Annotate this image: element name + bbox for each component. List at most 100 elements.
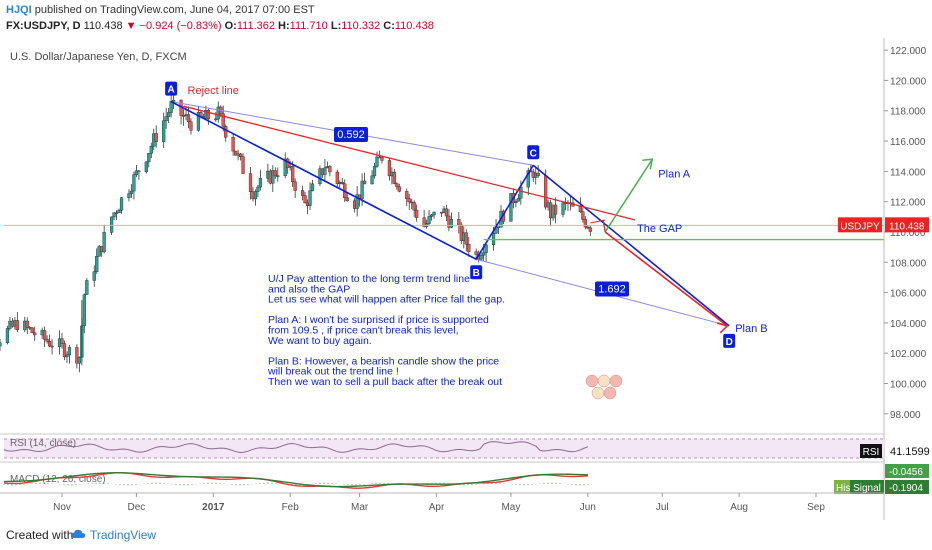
candle-body [206,110,210,120]
price-change: ▼ −0.924 (−0.83%) [125,20,222,32]
ohlc-line: FX:USDJPY, D 110.438 ▼ −0.924 (−0.83%) O… [6,20,434,32]
footer: Created with TradingView [0,520,932,550]
y-tick-label: 116.000 [890,137,926,148]
candle-body [405,191,409,199]
point-c-label: C [530,148,537,159]
macd-line [3,472,589,488]
point-c-label-bg [527,145,540,160]
x-tick-label: Sep [807,502,825,513]
candle-body [137,170,141,173]
plan-a-label: Plan A [658,168,690,180]
candle-body [310,183,315,191]
candle-body [162,120,166,142]
candle-body [407,198,411,203]
candle-body [167,112,171,117]
rsi-band [4,439,884,458]
candle-body [189,121,193,131]
tradingview-cloud-icon [70,529,86,538]
candle-body [509,193,513,222]
gap-drop [602,219,606,233]
candle-body [134,170,139,175]
point-d-label-bg [723,333,736,348]
candle-body [231,137,235,152]
chart-canvas[interactable]: U.S. Dollar/Japanese Yen, D, FXCM Reject… [0,38,932,520]
candle-body [553,204,558,215]
candle-body [427,216,431,224]
author-name[interactable]: HJQI [6,4,32,16]
candle-body [15,320,19,331]
gap-label: The GAP [637,223,682,235]
y-tick-label: 110.000 [890,228,926,239]
ratio-ac-label: 0.592 [337,129,365,141]
x-tick-label: Nov [53,502,71,513]
x-tick-label: Mar [351,502,369,513]
tradingview-brand[interactable]: TradingView [90,528,157,542]
last-price: 110.438 [83,20,123,32]
candle-body [561,202,565,215]
candle-body [457,219,461,226]
candle-body [258,178,263,188]
candle-body [516,198,520,202]
candle-body [392,171,396,184]
candle-body [149,145,153,154]
y-tick-label: 98.000 [890,410,921,421]
rsi-tag-bg [860,444,882,458]
candle-body [60,338,64,344]
candle-body [221,113,225,127]
candle-body [293,181,297,191]
point-b-label: B [473,268,480,279]
candle-body [397,186,401,192]
candle-body [318,168,322,185]
x-tick-label: Apr [429,502,445,513]
sticker-dot [597,374,611,388]
sticker-dot [585,374,599,388]
candle-body [112,212,116,218]
plan-a-arrowhead [642,158,654,170]
candle-body [444,208,449,217]
candle-body [33,332,37,336]
candle-body [323,167,327,175]
candle-body [370,175,374,185]
note-line: Plan B: However, a bearish candle show t… [268,355,499,367]
rsi-value: 41.1599 [890,446,930,458]
candle-body [196,112,201,131]
x-tick-label: Feb [282,502,300,513]
publish-date: published on TradingView.com, June 04, 2… [34,4,315,16]
candle-body [474,251,478,255]
open-label: O: [224,20,237,32]
candle-body [464,232,468,245]
x-tick-label: May [501,502,520,513]
candle-body [271,170,275,184]
candle-body [412,202,416,211]
high-label: H: [278,20,290,32]
candle-body [127,193,131,198]
sticker-icon [585,374,623,400]
macd-signal-tag: Signal [853,483,881,494]
point-b-label-bg [470,265,483,280]
high-value: 111.710 [289,20,328,32]
candle-body [484,244,488,253]
candle-body [0,342,2,347]
ratio-ac-label-bg [334,126,368,142]
candle-body [248,173,253,192]
chart-title: U.S. Dollar/Japanese Yen, D, FXCM [10,51,187,63]
candle-body [375,156,379,167]
candle-body [144,161,148,173]
candle-body [102,232,106,253]
candle-body [172,99,176,102]
candle-body [238,153,243,157]
sticker-dot [591,386,605,400]
candle-body [276,175,280,177]
candle-body [77,357,81,364]
candle-body [129,190,134,194]
candle-body [224,125,228,138]
price-tag-bg [885,217,929,233]
candle-body [482,252,486,256]
candle-body [119,197,124,211]
candle-body [362,180,367,185]
macd-hist-tag: His [836,483,850,494]
x-tick-label: Aug [730,502,748,513]
y-tick-label: 120.000 [890,76,927,87]
note-line: will break out the trend line ! [267,366,399,378]
y-tick-label: 118.000 [890,107,926,118]
